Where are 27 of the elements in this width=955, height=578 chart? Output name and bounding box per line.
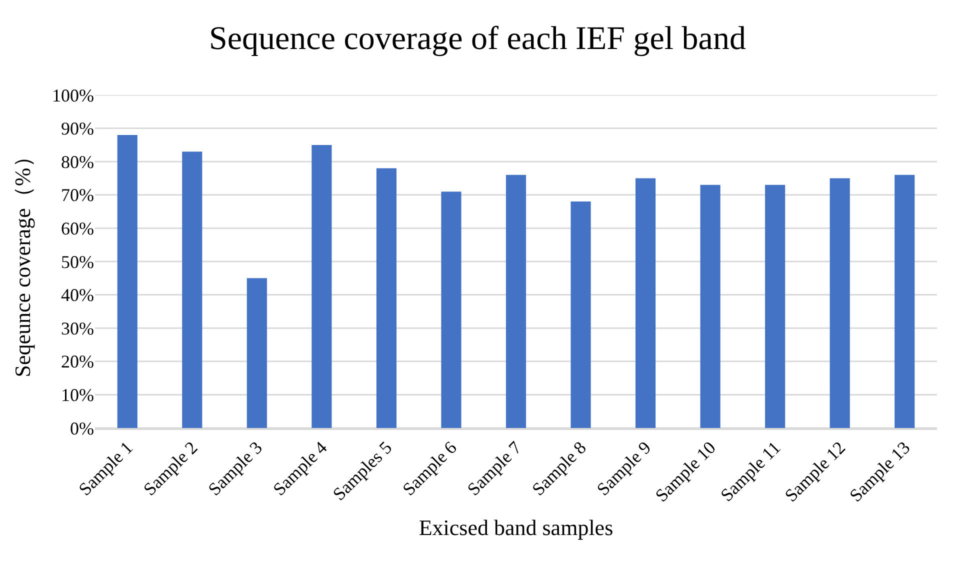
y-tick-label: 0% — [70, 418, 94, 438]
bar — [894, 174, 915, 428]
bar — [312, 144, 332, 428]
y-axis-title: Seqeunce coverage（%） — [10, 146, 35, 378]
y-tick-label: 80% — [61, 152, 94, 172]
bar — [700, 184, 720, 428]
bar — [117, 134, 138, 428]
bar — [441, 192, 462, 428]
bar — [246, 278, 267, 428]
bar — [765, 184, 786, 428]
x-axis-title: Exicsed band samples — [418, 515, 614, 540]
y-tick-label: 20% — [61, 352, 94, 372]
bar — [506, 174, 526, 428]
bar — [636, 178, 656, 428]
y-tick-label: 100% — [52, 85, 94, 106]
chart-title: Sequence coverage of each IEF gel band — [209, 21, 746, 58]
bar — [182, 152, 202, 428]
y-tick-label: 40% — [61, 285, 94, 306]
bar — [830, 178, 850, 428]
bar — [376, 168, 396, 428]
y-tick-label: 60% — [61, 218, 94, 238]
y-tick-label: 50% — [61, 252, 94, 272]
bar — [570, 202, 591, 428]
y-tick-label: 30% — [61, 318, 94, 338]
y-tick-label: 90% — [61, 118, 94, 139]
y-tick-label: 10% — [61, 385, 94, 405]
y-tick-label: 70% — [61, 185, 94, 206]
